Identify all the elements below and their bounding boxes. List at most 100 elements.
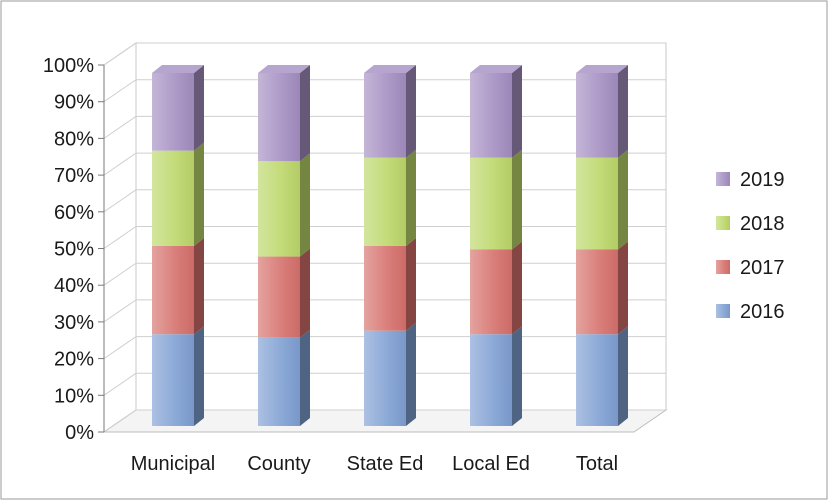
bar-side — [194, 142, 204, 246]
bar-segment-2016 — [576, 326, 628, 426]
x-category-label: Municipal — [131, 453, 215, 475]
bar-front — [364, 157, 406, 246]
bar-front — [152, 73, 194, 151]
bar-segment-2019 — [152, 65, 204, 151]
bar-segment-2017 — [152, 237, 204, 335]
y-tick-label: 60% — [54, 202, 94, 224]
bar-top — [470, 65, 522, 73]
y-tick-label: 40% — [54, 275, 94, 297]
bar-side — [618, 241, 628, 335]
y-tick-label: 10% — [54, 385, 94, 407]
bar-segment-2017 — [258, 248, 310, 338]
bar-side — [618, 326, 628, 426]
bar-segment-2018 — [152, 142, 204, 246]
y-tick-label: 100% — [43, 55, 94, 77]
bar-segment-2017 — [470, 241, 522, 335]
bar-side — [618, 65, 628, 158]
bar-segment-2017 — [364, 237, 416, 331]
legend-swatch — [716, 216, 730, 230]
bar-segment-2019 — [576, 65, 628, 158]
bar-segment-2016 — [364, 322, 416, 426]
bar-front — [152, 150, 194, 246]
bar-side — [618, 149, 628, 250]
bar-top — [152, 65, 204, 73]
bar-front — [364, 245, 406, 331]
bar-top — [576, 65, 628, 73]
bar-segment-2018 — [576, 149, 628, 250]
x-category-label: County — [247, 453, 310, 475]
legend-item-2019: 2019 — [716, 169, 785, 191]
bar-front — [258, 73, 300, 162]
legend-swatch — [716, 172, 730, 186]
x-category-label: Local Ed — [452, 453, 530, 475]
bar-segment-2018 — [258, 153, 310, 257]
legend-swatch — [716, 260, 730, 274]
legend-label: 2016 — [740, 301, 785, 323]
legend-label: 2019 — [740, 169, 785, 191]
bar-side — [300, 65, 310, 162]
bar-side — [512, 65, 522, 158]
y-tick-label: 70% — [54, 165, 94, 187]
bar-side — [512, 149, 522, 250]
legend-label: 2018 — [740, 213, 785, 235]
bar-front — [470, 73, 512, 158]
bar-side — [406, 149, 416, 246]
y-tick-label: 0% — [65, 422, 94, 444]
bars — [152, 65, 628, 426]
legend: 2019 2018 2017 2016 — [716, 169, 785, 323]
bar-segment-2016 — [152, 326, 204, 426]
bar-side — [406, 322, 416, 426]
bar-segment-2016 — [470, 326, 522, 426]
y-tick-label: 30% — [54, 312, 94, 334]
bar-front — [470, 249, 512, 335]
bar-front — [152, 245, 194, 335]
bar-front — [258, 337, 300, 426]
category-axis: Municipal County State Ed Local Ed Total — [131, 453, 618, 475]
bar-front — [576, 249, 618, 335]
bar-side — [406, 237, 416, 331]
bar-side — [512, 241, 522, 335]
bar-front — [152, 334, 194, 426]
bar-front — [470, 157, 512, 250]
bar-segment-2016 — [258, 329, 310, 426]
bar-side — [512, 326, 522, 426]
bar-top — [364, 65, 416, 73]
bar-segment-2019 — [258, 65, 310, 162]
x-category-label: State Ed — [347, 453, 424, 475]
bar-front — [364, 330, 406, 426]
bar-segment-2018 — [364, 149, 416, 246]
bar-segment-2017 — [576, 241, 628, 335]
bar-side — [194, 65, 204, 151]
legend-item-2018: 2018 — [716, 213, 785, 235]
bar-side — [406, 65, 416, 158]
legend-item-2017: 2017 — [716, 257, 785, 279]
bar-side — [300, 329, 310, 426]
bar-side — [300, 153, 310, 257]
bar-side — [300, 248, 310, 338]
y-tick-label: 90% — [54, 92, 94, 114]
bar-side — [194, 237, 204, 335]
bar-top — [258, 65, 310, 73]
bar-segment-2019 — [470, 65, 522, 158]
bar-front — [470, 334, 512, 426]
bar-segment-2018 — [470, 149, 522, 250]
bar-front — [576, 334, 618, 426]
y-tick-label: 80% — [54, 128, 94, 150]
bar-side — [194, 326, 204, 426]
x-category-label: Total — [576, 453, 618, 475]
y-tick-label: 50% — [54, 239, 94, 261]
bar-front — [258, 161, 300, 257]
bar-segment-2019 — [364, 65, 416, 158]
bar-front — [576, 157, 618, 250]
gridline — [103, 42, 666, 66]
legend-label: 2017 — [740, 257, 785, 279]
legend-item-2016: 2016 — [716, 301, 785, 323]
bar-front — [364, 73, 406, 158]
bar-front — [258, 256, 300, 338]
y-tick-label: 20% — [54, 349, 94, 371]
bar-front — [576, 73, 618, 158]
value-axis: 0% 10% 20% 30% 40% 50% 60% 70% 80% 90% 100% — [43, 55, 105, 444]
legend-swatch — [716, 304, 730, 318]
